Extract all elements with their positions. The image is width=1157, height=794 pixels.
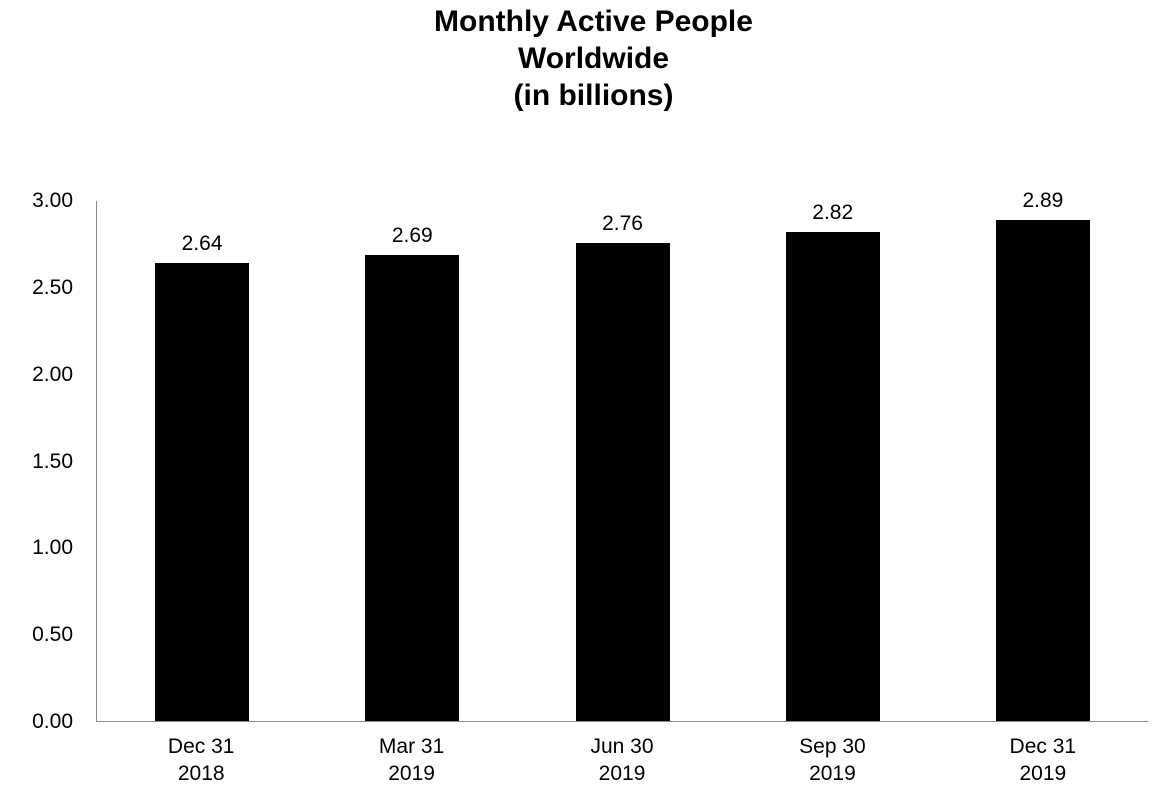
x-tick-label-sep-30-2019: Sep 30 2019: [799, 735, 866, 785]
data-label: 2.89: [1022, 189, 1064, 213]
y-tick-label-1.50: 1.50: [32, 449, 73, 473]
chart-title-line-1: Monthly Active People: [434, 5, 753, 38]
bar-dec-31-2018: 2.64: [155, 232, 250, 721]
bar-jun-30-2019: 2.76: [575, 212, 670, 721]
x-tick-label-mar-31-2019: Mar 31 2019: [378, 735, 445, 785]
bar-cell: 2.64: [97, 201, 307, 721]
bar-cell: 2.76: [517, 201, 727, 721]
y-tick-label-1.00: 1.00: [32, 536, 73, 560]
y-tick-label-0.50: 0.50: [32, 623, 73, 647]
data-label: 2.82: [812, 201, 854, 225]
bars-container: 2.64 2.69 2.76 2.82 2.89: [97, 189, 1148, 721]
data-label: 2.76: [602, 211, 643, 235]
data-label: 2.64: [181, 232, 223, 256]
bar-sep-30-2019: 2.82: [785, 201, 880, 721]
x-tick-label-dec-31-2018: Dec 31 2018: [167, 735, 235, 785]
bar-cell: 2.69: [307, 201, 517, 721]
y-tick-label-3.00: 3.00: [32, 189, 73, 212]
x-axis-tick-labels: Dec 31 2018 Mar 31 2019 Jun 30 2019 Sep 30 2019…: [96, 733, 1148, 787]
x-tick-label-jun-30-2019: Jun 30 2019: [590, 735, 654, 785]
bar-dec-31-2019: 2.89: [995, 189, 1090, 721]
y-tick-label-0.00: 0.00: [32, 710, 73, 733]
y-tick-label-2.50: 2.50: [32, 275, 73, 299]
x-tick-label-dec-31-2019: Dec 31 2019: [1009, 735, 1077, 785]
bar-cell: 2.89: [938, 189, 1148, 721]
plot-area: 2.64 2.69 2.76 2.82 2.89: [96, 189, 1148, 722]
chart-title-line-2: Worldwide: [517, 42, 670, 75]
bar-mar-31-2019: 2.69: [365, 224, 460, 721]
chart-title-line-3: (in billions): [513, 79, 674, 112]
chart-title: Monthly Active People Worldwide (in bill…: [30, 3, 1157, 114]
bar-cell: 2.82: [728, 201, 938, 721]
data-label: 2.69: [391, 223, 433, 247]
y-tick-label-2.00: 2.00: [32, 362, 73, 386]
